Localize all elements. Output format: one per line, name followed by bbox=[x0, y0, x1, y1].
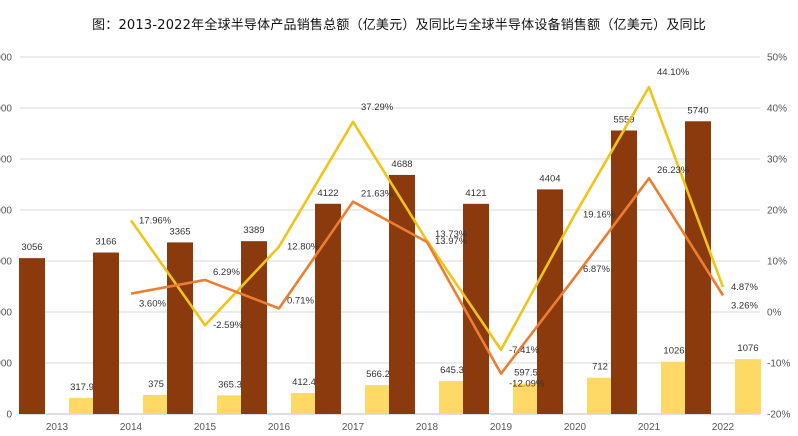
bar-label-equipment-sales: 317.9 bbox=[70, 382, 94, 393]
bar-label-equipment-sales: 645.3 bbox=[440, 365, 464, 376]
y-left-tick-label: 1000 bbox=[0, 359, 12, 370]
x-tick-label: 2015 bbox=[194, 422, 217, 433]
y-left-tick-label: 0 bbox=[6, 410, 12, 421]
x-tick-label: 2021 bbox=[638, 422, 661, 433]
line-label-semiconductor-yoy: -7.41% bbox=[509, 345, 540, 356]
bar-equipment-sales bbox=[735, 359, 761, 414]
y-left-tick-label: 4000 bbox=[0, 206, 12, 217]
line-label-semiconductor-yoy: 44.10% bbox=[657, 67, 690, 78]
line-label-equipment-yoy: 3.26% bbox=[731, 300, 758, 311]
bar-equipment-sales bbox=[439, 381, 465, 414]
x-tick-label: 2014 bbox=[120, 422, 143, 433]
bar-label-semiconductor-sales: 4404 bbox=[539, 173, 560, 184]
bar-label-semiconductor-sales: 3056 bbox=[21, 242, 42, 253]
bar-label-semiconductor-sales: 3389 bbox=[243, 225, 264, 236]
y-right-tick-label: 40% bbox=[767, 104, 787, 115]
bar-label-equipment-sales: 375 bbox=[148, 379, 164, 390]
line-label-semiconductor-yoy: -2.59% bbox=[213, 320, 244, 331]
bar-label-equipment-sales: 412.4 bbox=[292, 377, 316, 388]
bar-semiconductor-sales bbox=[19, 258, 45, 414]
bar-semiconductor-sales bbox=[315, 203, 341, 414]
x-tick-label: 2020 bbox=[564, 422, 587, 433]
y-left-tick-label: 3000 bbox=[0, 257, 12, 268]
line-label-semiconductor-yoy: 13.97% bbox=[435, 236, 468, 247]
line-label-equipment-yoy: 6.87% bbox=[583, 264, 610, 275]
bar-label-semiconductor-sales: 4121 bbox=[465, 188, 486, 199]
bar-semiconductor-sales bbox=[389, 174, 415, 414]
bar-label-equipment-sales: 1026 bbox=[663, 346, 684, 357]
line-label-equipment-yoy: 6.29% bbox=[213, 267, 240, 278]
line-label-equipment-yoy: 21.63% bbox=[361, 189, 394, 200]
y-right-tick-label: 20% bbox=[767, 206, 787, 217]
bar-label-semiconductor-sales: 4122 bbox=[317, 188, 338, 199]
line-label-semiconductor-yoy: 37.29% bbox=[361, 102, 394, 113]
x-tick-label: 2017 bbox=[342, 422, 365, 433]
bar-equipment-sales bbox=[365, 385, 391, 414]
bar-equipment-sales bbox=[661, 361, 687, 414]
bar-label-semiconductor-sales: 5740 bbox=[687, 105, 708, 116]
bar-equipment-sales bbox=[291, 392, 317, 414]
line-label-equipment-yoy: 0.71% bbox=[287, 295, 314, 306]
bar-semiconductor-sales bbox=[93, 252, 119, 414]
chart-title: 图：2013-2022年全球半导体产品销售总额（亿美元）及同比与全球半导体设备销… bbox=[92, 18, 706, 33]
bar-equipment-sales bbox=[513, 383, 539, 414]
y-left-tick-label: 2000 bbox=[0, 308, 12, 319]
line-label-semiconductor-yoy: 12.80% bbox=[287, 242, 320, 253]
y-right-tick-label: 0% bbox=[767, 308, 782, 319]
bar-semiconductor-sales bbox=[611, 130, 637, 414]
bar-label-semiconductor-sales: 4688 bbox=[391, 159, 412, 170]
line-label-equipment-yoy: 26.23% bbox=[657, 165, 690, 176]
bar-label-semiconductor-sales: 3365 bbox=[169, 226, 190, 237]
y-left-tick-label: 6000 bbox=[0, 104, 12, 115]
y-right-tick-label: 30% bbox=[767, 155, 787, 166]
y-left-tick-label: 5000 bbox=[0, 155, 12, 166]
bar-equipment-sales bbox=[217, 395, 243, 414]
line-label-semiconductor-yoy: 17.96% bbox=[139, 215, 172, 226]
bar-label-equipment-sales: 597.5 bbox=[514, 368, 538, 379]
bar-semiconductor-sales bbox=[463, 203, 489, 414]
y-right-tick-label: -10% bbox=[767, 359, 790, 370]
bar-label-semiconductor-sales: 3166 bbox=[95, 237, 116, 248]
line-label-equipment-yoy: 3.60% bbox=[139, 299, 166, 310]
x-tick-label: 2016 bbox=[268, 422, 291, 433]
line-label-semiconductor-yoy: 4.87% bbox=[731, 282, 758, 293]
x-tick-label: 2019 bbox=[490, 422, 513, 433]
line-label-equipment-yoy: -12.09% bbox=[509, 379, 545, 390]
line-label-equipment-yoy: 13.73% bbox=[435, 229, 468, 240]
bar-equipment-sales bbox=[143, 394, 169, 414]
line-label-semiconductor-yoy: 19.16% bbox=[583, 209, 616, 220]
bar-label-equipment-sales: 365.3 bbox=[218, 379, 242, 390]
bar-semiconductor-sales bbox=[241, 241, 267, 414]
bar-equipment-sales bbox=[587, 377, 613, 414]
bar-label-equipment-sales: 1076 bbox=[737, 343, 758, 354]
bar-equipment-sales bbox=[69, 397, 95, 414]
x-tick-label: 2022 bbox=[712, 422, 735, 433]
bar-label-equipment-sales: 712 bbox=[592, 362, 608, 373]
x-tick-label: 2018 bbox=[416, 422, 439, 433]
x-tick-label: 2013 bbox=[46, 422, 69, 433]
bar-label-equipment-sales: 566.2 bbox=[366, 369, 390, 380]
y-right-tick-label: 10% bbox=[767, 257, 787, 268]
y-right-tick-label: -20% bbox=[767, 410, 790, 421]
y-left-tick-label: 7000 bbox=[0, 53, 12, 64]
bar-semiconductor-sales bbox=[537, 189, 563, 414]
bar-label-semiconductor-sales: 5559 bbox=[613, 114, 634, 125]
bar-semiconductor-sales bbox=[167, 242, 193, 414]
line-equipment-yoy bbox=[130, 176, 725, 375]
y-right-tick-label: 50% bbox=[767, 53, 787, 64]
